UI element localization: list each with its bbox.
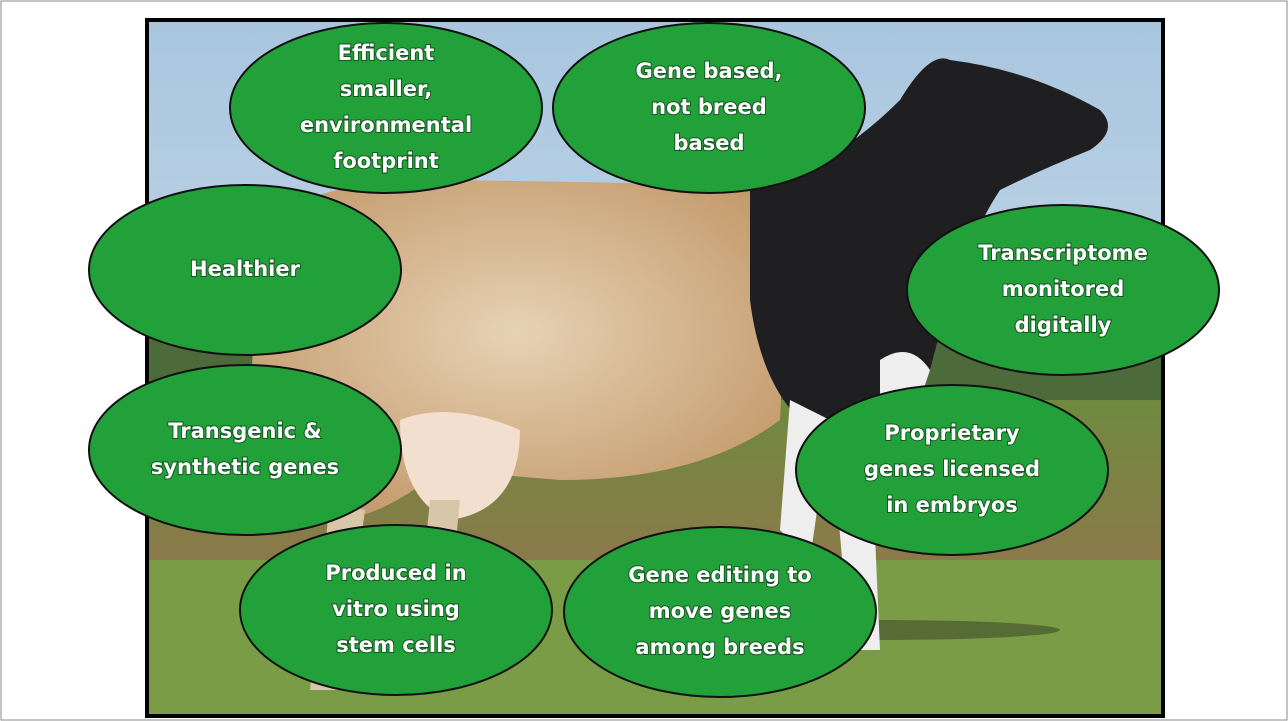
bubble-label: genes licensed — [864, 457, 1040, 481]
bubble: Gene based, not breed based — [553, 23, 865, 193]
page: {"nodes": [ {"lines": ["Efficient", "sma… — [0, 0, 1288, 721]
bubble: Gene editing to move genes among breeds — [564, 527, 876, 697]
bubble-label: digitally — [1015, 313, 1112, 337]
bubble-label: in embryos — [886, 493, 1018, 517]
bubble-label: smaller, — [340, 77, 432, 101]
bubble-label: Produced in — [325, 561, 466, 585]
bubble: Transgenic & synthetic genes — [89, 365, 401, 535]
bubble-label: Gene based, — [636, 59, 783, 83]
bubble-label: not breed — [651, 95, 767, 119]
bubble-label: environmental — [300, 113, 472, 137]
bubble-label: footprint — [333, 149, 439, 173]
bubble-label: move genes — [649, 599, 792, 623]
bubble-label: Transcriptome — [978, 241, 1148, 265]
slide: Efficient smaller, environmental footprint G… — [0, 0, 1288, 721]
bubble-label: Proprietary — [884, 421, 1020, 445]
bubble-label: Transgenic & — [168, 419, 322, 443]
bubble-label: Gene editing to — [628, 563, 811, 587]
bubble-label: based — [674, 131, 745, 155]
bubble: Efficient smaller, environmental footprint — [230, 23, 542, 193]
bubble-shape — [89, 365, 401, 535]
bubble-label: stem cells — [336, 633, 456, 657]
bubble: Healthier — [89, 185, 401, 355]
bubble-label: monitored — [1002, 277, 1125, 301]
bubble: Transcriptome monitored digitally — [907, 205, 1219, 375]
bubble: Proprietary genes licensed in embryos — [796, 385, 1108, 555]
bubble: Produced in vitro using stem cells — [240, 525, 552, 695]
bubble-label: among breeds — [635, 635, 804, 659]
bubble-label: vitro using — [332, 597, 460, 621]
bubble-label: synthetic genes — [151, 455, 339, 479]
bubble-label: Healthier — [190, 257, 301, 281]
bubble-label: Efficient — [338, 41, 435, 65]
